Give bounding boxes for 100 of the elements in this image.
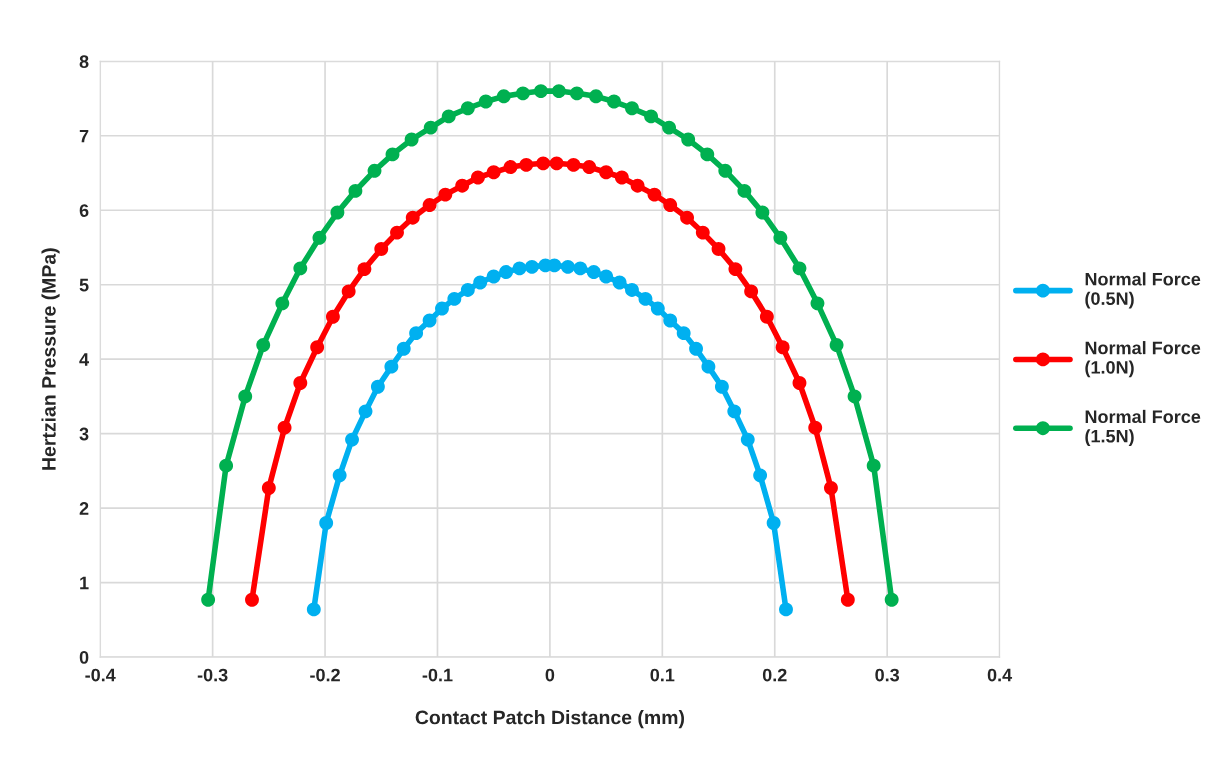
point xyxy=(551,84,566,99)
point xyxy=(775,340,790,355)
point xyxy=(341,284,356,299)
point xyxy=(275,296,290,311)
point xyxy=(345,432,359,447)
point xyxy=(348,183,363,198)
y-tick-label: 6 xyxy=(79,204,89,217)
point xyxy=(325,309,340,324)
point xyxy=(496,89,511,104)
point xyxy=(753,468,768,483)
point xyxy=(390,225,404,240)
point xyxy=(737,183,752,198)
point xyxy=(486,269,501,284)
y-tick-label: 0 xyxy=(79,651,89,664)
x-tick-label: 0.4 xyxy=(987,668,1013,682)
point xyxy=(711,242,726,256)
point xyxy=(422,313,437,328)
point xyxy=(650,301,665,316)
point xyxy=(332,468,347,483)
point xyxy=(310,340,325,355)
point xyxy=(647,187,662,202)
point xyxy=(599,165,614,180)
legend-label: Normal Force (0.5N) xyxy=(1085,272,1201,309)
point xyxy=(727,404,742,419)
y-tick-label: 7 xyxy=(79,129,89,143)
point xyxy=(409,326,424,341)
point xyxy=(549,156,564,171)
point xyxy=(396,341,411,356)
point xyxy=(358,404,373,419)
point xyxy=(441,109,456,124)
point xyxy=(201,592,216,607)
point xyxy=(245,592,259,607)
point xyxy=(512,261,527,276)
point xyxy=(486,165,501,180)
point xyxy=(277,420,292,435)
point xyxy=(293,376,308,390)
point xyxy=(607,94,621,109)
point xyxy=(792,261,807,276)
point xyxy=(829,338,844,352)
point xyxy=(515,86,530,101)
point xyxy=(422,198,437,212)
point xyxy=(569,86,584,101)
point xyxy=(385,147,400,162)
point xyxy=(256,338,271,352)
x-tick-label: -0.4 xyxy=(85,668,116,682)
x-tick-label: -0.2 xyxy=(310,668,340,682)
point xyxy=(536,156,551,171)
point xyxy=(755,205,770,220)
point xyxy=(695,225,710,240)
point xyxy=(306,602,321,617)
point xyxy=(519,157,534,172)
point xyxy=(261,481,276,495)
point xyxy=(447,291,462,306)
point xyxy=(404,132,419,147)
point xyxy=(367,163,382,178)
point xyxy=(847,389,862,404)
point xyxy=(866,458,881,473)
x-tick-label: 0.2 xyxy=(762,668,787,682)
point xyxy=(663,198,678,212)
point xyxy=(499,265,513,280)
x-tick-label: 0.1 xyxy=(650,668,675,682)
point xyxy=(460,101,475,116)
point xyxy=(663,313,678,328)
point xyxy=(681,132,696,147)
point xyxy=(238,389,253,404)
point xyxy=(547,258,562,273)
point xyxy=(824,481,838,495)
point xyxy=(644,109,659,124)
point xyxy=(582,160,597,175)
point xyxy=(219,458,234,473)
point xyxy=(701,359,716,374)
point xyxy=(884,592,899,607)
point xyxy=(680,210,694,225)
y-tick-label: 4 xyxy=(79,353,89,366)
point xyxy=(612,275,627,290)
y-axis-title: Hertzian Pressure (MPa) xyxy=(41,248,60,470)
point xyxy=(524,259,539,274)
x-tick-label: -0.3 xyxy=(197,668,228,682)
point xyxy=(460,282,475,297)
y-tick-label: 8 xyxy=(79,55,89,69)
x-axis-title: Contact Patch Distance (mm) xyxy=(415,710,684,729)
point xyxy=(533,84,548,99)
point xyxy=(384,359,399,374)
x-tick-label: 0.3 xyxy=(875,668,900,682)
point xyxy=(293,261,308,276)
point xyxy=(728,262,743,277)
point xyxy=(599,269,614,284)
point xyxy=(330,205,345,220)
point xyxy=(700,147,715,162)
point xyxy=(714,379,729,394)
point xyxy=(370,379,385,394)
point xyxy=(435,301,449,316)
point xyxy=(405,210,420,225)
point xyxy=(773,230,788,245)
y-tick-label: 5 xyxy=(79,278,89,292)
point xyxy=(810,296,825,311)
point xyxy=(566,157,581,172)
point xyxy=(478,94,493,109)
point xyxy=(455,178,470,193)
point xyxy=(614,170,629,185)
